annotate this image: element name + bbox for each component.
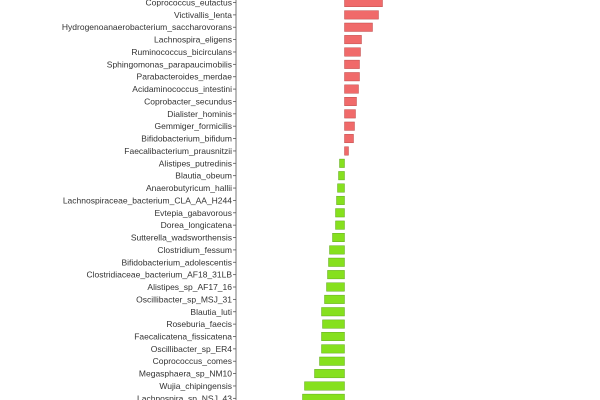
bar	[339, 158, 345, 168]
bar	[344, 22, 373, 32]
category-label: Blautia_luti	[190, 307, 232, 317]
bar	[344, 0, 383, 7]
category-label: Parabacteroides_merdae	[137, 72, 233, 82]
category-label: Victivallis_lenta	[174, 10, 232, 20]
bar	[326, 282, 345, 292]
category-label: Dialister_hominis	[167, 109, 232, 119]
bar	[344, 10, 379, 20]
category-label: Alistipes_putredinis	[159, 158, 232, 168]
category-label: Ruminococcus_bicirculans	[131, 47, 232, 57]
category-label: Clostridium_fessum	[157, 245, 232, 255]
category-label: Acidaminococcus_intestini	[132, 84, 232, 94]
bar	[344, 109, 356, 119]
category-label: Alistipes_sp_AF17_16	[147, 282, 232, 292]
bar	[344, 134, 354, 144]
category-label: Lachnospiraceae_bacterium_CLA_AA_H244	[63, 195, 232, 205]
category-label: Coprococcus_eutactus	[146, 0, 232, 8]
bar	[336, 195, 345, 205]
bar	[344, 35, 362, 45]
bar	[322, 319, 345, 329]
bar	[324, 294, 345, 304]
category-label: Gemmiger_formicilis	[155, 121, 232, 131]
bar	[344, 146, 349, 156]
category-label: Blautia_obeum	[175, 171, 232, 181]
bar	[344, 72, 360, 82]
tick-marks	[233, 2, 236, 399]
category-label: Faecalibacterium_prausnitzii	[124, 146, 232, 156]
bar	[328, 257, 345, 267]
bar	[314, 369, 345, 379]
bar	[344, 97, 357, 106]
bar	[321, 307, 345, 317]
bar	[335, 220, 345, 230]
bar	[327, 270, 345, 280]
category-label: Lachnospira_eligens	[154, 35, 232, 45]
bar	[319, 356, 345, 366]
category-label: Hydrogenoanaerobacterium_saccharovorans	[62, 22, 232, 32]
category-label: Bifidobacterium_adolescentis	[121, 257, 232, 267]
category-label: Faecalicatena_fissicatena	[134, 331, 232, 341]
bar	[344, 59, 360, 69]
bar	[321, 332, 345, 341]
bar	[332, 233, 345, 242]
category-label: Bifidobacterium_bifidum	[141, 134, 232, 144]
category-label: Sutterella_wadsworthensis	[131, 233, 232, 243]
bar	[321, 344, 345, 354]
bar	[302, 393, 345, 400]
category-label: Lachnospira_sp_NSJ_43	[137, 393, 232, 400]
category-label: Roseburia_faecis	[166, 319, 232, 329]
category-label: Megasphaera_sp_NM10	[139, 369, 232, 379]
category-label: Sphingomonas_parapaucimobilis	[107, 59, 232, 69]
bar	[344, 47, 361, 57]
bar	[304, 381, 345, 391]
bar	[338, 171, 345, 181]
category-label: Wujia_chipingensis	[159, 381, 232, 391]
category-label: Coprococcus_comes	[153, 356, 232, 366]
category-label: Anaerobutyricum_hallii	[146, 183, 232, 193]
bar	[344, 84, 359, 94]
category-labels: Coprococcus_eutactus Victivallis_lenta Hyd…	[62, 0, 232, 400]
category-label: Oscillibacter_sp_ER4	[151, 344, 233, 354]
bar	[335, 208, 345, 218]
bar	[344, 121, 355, 131]
category-label: Dorea_longicatena	[161, 220, 233, 230]
category-label: Coprobacter_secundus	[144, 96, 232, 106]
bar	[337, 183, 345, 193]
category-label: Evtepia_gabavorous	[154, 208, 232, 218]
bars	[302, 0, 383, 400]
bar	[329, 245, 345, 255]
category-label: Clostridiaceae_bacterium_AF18_31LB	[86, 270, 232, 280]
category-label: Oscillibacter_sp_MSJ_31	[136, 294, 232, 304]
